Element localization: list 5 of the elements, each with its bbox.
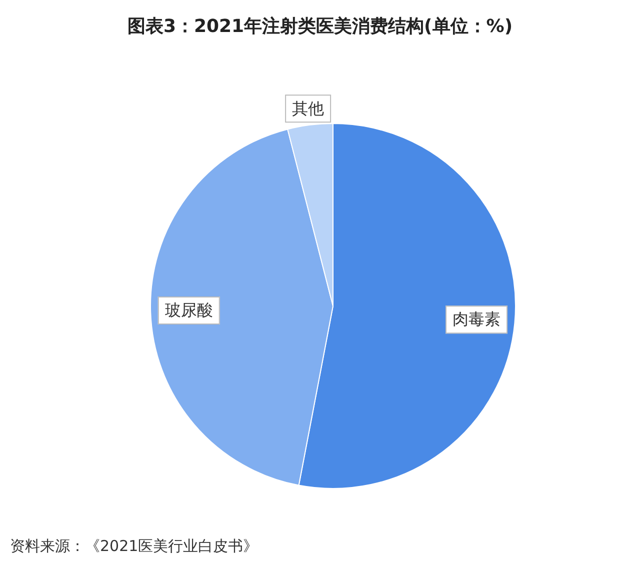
slice-label: 肉毒素 [452,310,501,329]
chart-title: 图表3：2021年注射类医美消费结构(单位：%) [126,15,514,38]
slice-label: 其他 [292,98,324,118]
text: 资料来源：《2021医美行业白皮书》 [10,537,258,556]
slice-label: 玻尿酸 [164,300,213,320]
